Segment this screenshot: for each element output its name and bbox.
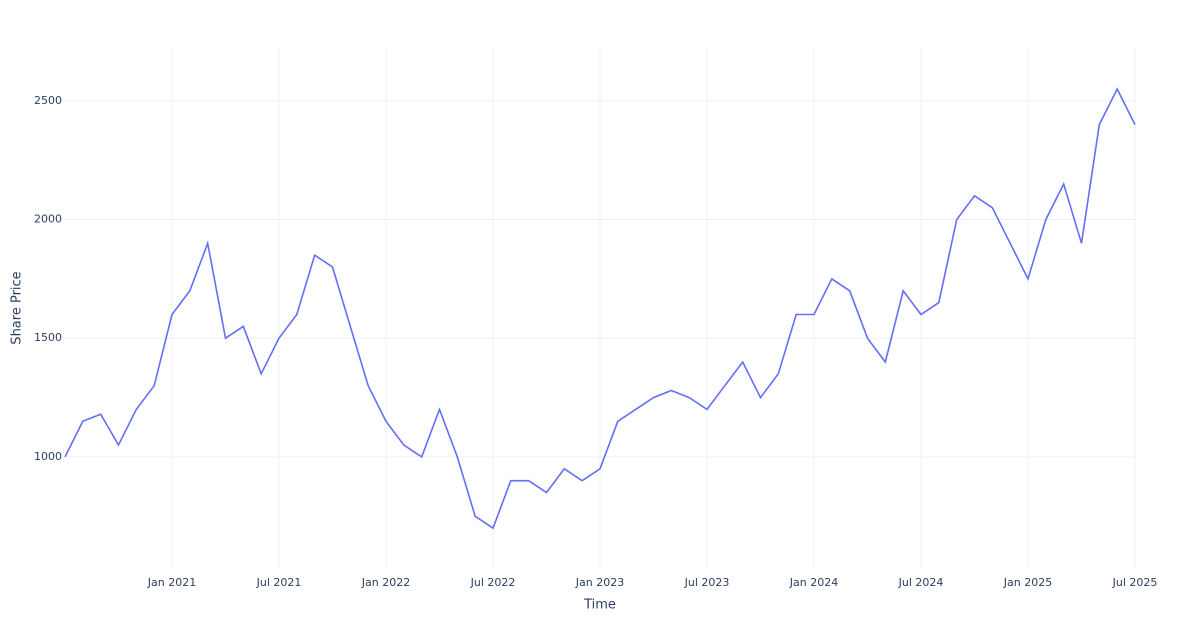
price-line [64, 87, 1136, 530]
x-tick-label: Jan 2024 [789, 576, 838, 589]
x-tick-label: Jan 2023 [575, 576, 624, 589]
y-tick-label: 1000 [34, 450, 62, 463]
x-tick-label: Jul 2023 [684, 576, 730, 589]
y-axis-title: Share Price [10, 271, 25, 344]
y-tick-label: 2000 [34, 213, 62, 226]
x-tick-label: Jul 2024 [898, 576, 944, 589]
x-tick-label: Jul 2022 [470, 576, 516, 589]
x-tick-label: Jan 2022 [361, 576, 410, 589]
x-tick-label: Jan 2025 [1003, 576, 1052, 589]
x-tick-label: Jan 2021 [147, 576, 196, 589]
x-tick-label: Jul 2025 [1112, 576, 1158, 589]
x-axis-title: Time [583, 598, 616, 613]
x-tick-label: Jul 2021 [256, 576, 302, 589]
y-tick-label: 1500 [34, 331, 62, 344]
y-tick-label: 2500 [34, 94, 62, 107]
